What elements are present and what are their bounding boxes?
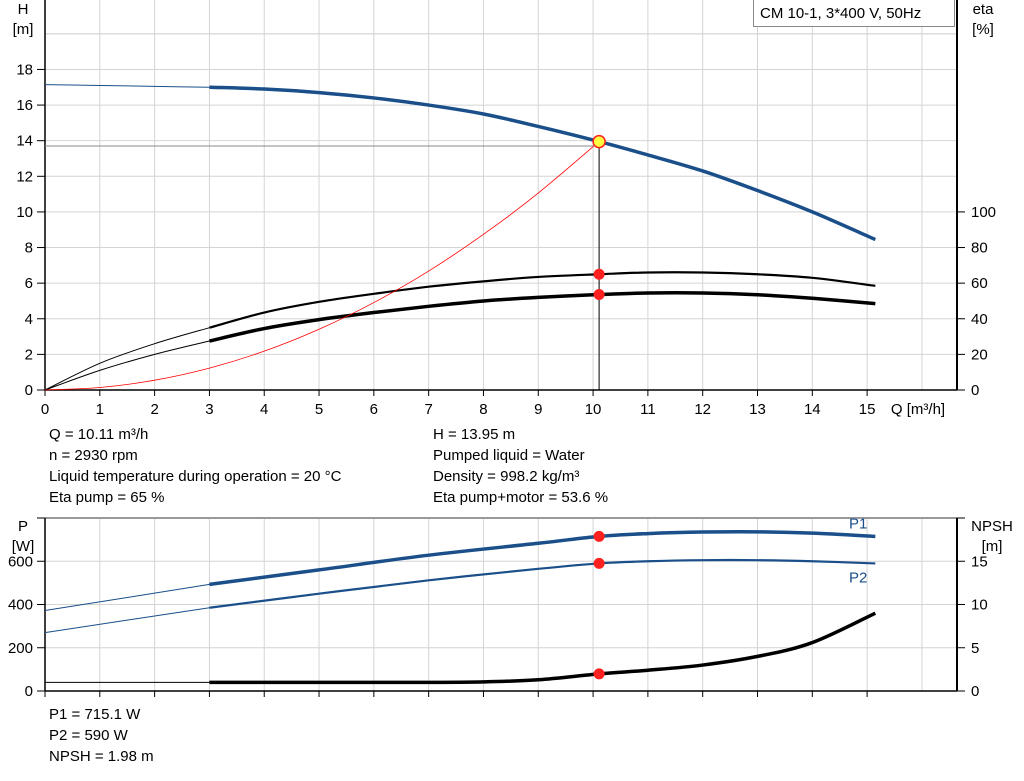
x-axis-label: Q [m³/h] — [891, 401, 945, 418]
curve-eta_pump — [209, 271, 876, 329]
y-tick-label: 600 — [8, 553, 33, 570]
curve-eta_pump_motor-extrapolated — [44, 340, 210, 391]
curve-eta_pump-extrapolated — [44, 327, 210, 391]
y-tick-label: 2 — [25, 346, 33, 363]
info-temp: Liquid temperature during operation = 20… — [49, 468, 342, 485]
x-tick-label: 14 — [804, 401, 821, 418]
info-right: H = 13.95 m Pumped liquid = Water Densit… — [433, 424, 608, 508]
y-right-tick-label: 100 — [971, 204, 996, 221]
operating-point-npsh — [593, 668, 605, 680]
series-label-P1: P1 — [849, 515, 867, 532]
y-tick-label: 10 — [16, 204, 33, 221]
y-right-tick-label: 15 — [971, 553, 988, 570]
curve-H-extrapolated — [44, 84, 210, 88]
operating-point-p1 — [593, 530, 605, 542]
info-p2: P2 = 590 W — [49, 727, 128, 744]
y-right-tick-label: 10 — [971, 597, 988, 614]
power-npsh-panel — [37, 517, 965, 697]
y-right-tick-label: 0 — [971, 683, 979, 700]
curve-NPSH — [209, 611, 877, 685]
info-bottom: P1 = 715.1 W P2 = 590 W NPSH = 1.98 m — [49, 704, 154, 767]
y-right-tick-label: 80 — [971, 240, 988, 257]
info-q: Q = 10.11 m³/h — [49, 426, 149, 443]
y-right-tick-label: 40 — [971, 311, 988, 328]
y-right-tick-label: 60 — [971, 275, 988, 292]
y-tick-label: 12 — [16, 168, 33, 185]
y-tick-label: 8 — [25, 240, 33, 257]
y-right-tick-label: 5 — [971, 640, 979, 657]
y-right-axis-label: NPSH — [971, 518, 1013, 535]
y-tick-label: 0 — [25, 382, 33, 399]
y-tick-label: 18 — [16, 61, 33, 78]
x-tick-label: 3 — [205, 401, 213, 418]
operating-point-head — [592, 134, 606, 149]
info-p1: P1 = 715.1 W — [49, 706, 141, 723]
x-tick-label: 6 — [370, 401, 378, 418]
y-axis-label: P — [18, 518, 28, 535]
curve-H — [209, 85, 877, 242]
x-tick-label: 7 — [424, 401, 432, 418]
chart-title: CM 10-1, 3*400 V, 50Hz — [760, 5, 922, 22]
info-density: Density = 998.2 kg/m³ — [433, 468, 580, 485]
legend-box: CM 10-1, 3*400 V, 50Hz — [753, 0, 955, 27]
x-tick-label: 8 — [479, 401, 487, 418]
info-npsh: NPSH = 1.98 m — [49, 748, 154, 765]
y-right-axis-label: eta — [973, 1, 995, 18]
head-eta-panel — [37, 0, 965, 396]
y-right-tick-label: 20 — [971, 346, 988, 363]
operating-point-p2 — [593, 557, 605, 569]
x-tick-label: 15 — [859, 401, 876, 418]
info-h: H = 13.95 m — [433, 426, 516, 443]
y-axis-label: H — [18, 1, 29, 18]
x-tick-label: 1 — [96, 401, 104, 418]
x-tick-label: 13 — [749, 401, 766, 418]
x-tick-label: 5 — [315, 401, 323, 418]
y-tick-label: 6 — [25, 275, 33, 292]
y-right-axis-unit: [m] — [982, 538, 1003, 555]
curve-P1-extrapolated — [44, 583, 210, 612]
curve-P2 — [209, 558, 876, 609]
x-tick-label: 2 — [150, 401, 158, 418]
y-tick-label: 400 — [8, 597, 33, 614]
y-tick-label: 14 — [16, 133, 33, 150]
operating-point-eta-total — [593, 289, 605, 301]
info-left: Q = 10.11 m³/h n = 2930 rpm Liquid tempe… — [49, 424, 341, 508]
curve-system-extrapolated — [44, 141, 600, 391]
x-tick-label: 10 — [585, 401, 602, 418]
x-tick-label: 11 — [640, 401, 656, 418]
y-axis-unit: [W] — [12, 538, 35, 555]
y-right-tick-label: 0 — [971, 382, 979, 399]
x-tick-label: 9 — [534, 401, 542, 418]
curve-P1 — [209, 530, 876, 587]
y-axis-unit: [m] — [13, 21, 34, 38]
info-liquid: Pumped liquid = Water — [433, 447, 585, 464]
info-n: n = 2930 rpm — [49, 447, 138, 464]
operating-point-eta-pump — [593, 268, 605, 280]
y-tick-label: 0 — [25, 683, 33, 700]
x-tick-label: 0 — [41, 401, 49, 418]
series-label-P2: P2 — [849, 569, 867, 586]
y-right-axis-unit: [%] — [972, 21, 994, 38]
x-tick-label: 4 — [260, 401, 268, 418]
curve-eta_pump_motor — [209, 290, 876, 343]
info-eta-pump: Eta pump = 65 % — [49, 489, 165, 506]
y-tick-label: 16 — [16, 97, 33, 114]
y-tick-label: 200 — [8, 640, 33, 657]
y-tick-label: 4 — [25, 311, 33, 328]
x-tick-label: 12 — [694, 401, 711, 418]
info-eta-total: Eta pump+motor = 53.6 % — [433, 489, 609, 506]
curve-P2-extrapolated — [44, 607, 210, 634]
